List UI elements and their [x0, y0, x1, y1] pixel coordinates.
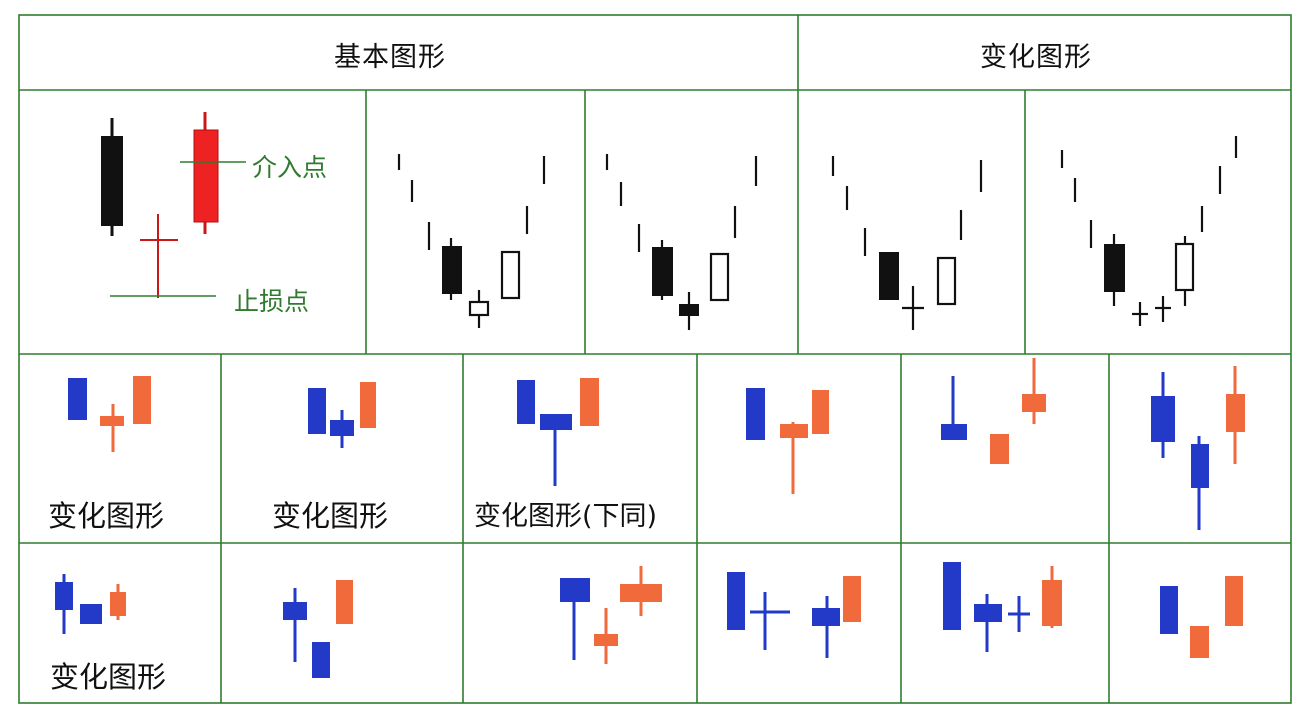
row2-pattern-1	[68, 376, 151, 452]
row3-pattern-5	[943, 562, 1062, 652]
black-candle-body	[101, 136, 123, 226]
v4-open-body	[1174, 242, 1195, 292]
table-border	[18, 14, 1292, 704]
stop-loss-label: 止损点	[234, 287, 310, 316]
row3-pattern-4	[727, 572, 861, 658]
variant-v-pattern-2	[1060, 136, 1238, 326]
v1-black-body	[442, 246, 462, 294]
row2-pattern-2	[308, 382, 376, 448]
entry-point-label: 介入点	[252, 153, 328, 182]
red-candle-body	[193, 129, 219, 223]
row3-pattern-2	[283, 580, 353, 678]
v1-open-body	[500, 250, 521, 300]
row3-pattern-6	[1160, 576, 1243, 658]
basic-v-pattern-1	[397, 154, 546, 328]
row2-pattern-4	[746, 388, 829, 494]
row2-pattern-6	[1151, 366, 1245, 530]
v2-small-black-body	[679, 304, 699, 316]
header-variant-label: 变化图形	[980, 42, 1092, 73]
row3-label-1: 变化图形	[50, 660, 167, 694]
row2-label-2: 变化图形	[272, 499, 389, 533]
row2-label-1: 变化图形	[48, 499, 165, 533]
row3-pattern-3	[560, 566, 662, 664]
v1-small-open-body	[468, 300, 490, 317]
v2-black-body	[652, 247, 673, 296]
table-grid-lines	[18, 14, 1292, 704]
v3-black-body	[879, 252, 899, 300]
row2-label-3: 变化图形(下同)	[474, 501, 658, 532]
row3-pattern-1	[55, 574, 126, 634]
v4-black-body	[1104, 244, 1125, 292]
v3-open-body	[936, 256, 957, 306]
basic-v-pattern-2	[605, 154, 758, 330]
basic-entry-stop-diagram	[101, 112, 246, 298]
row2-pattern-3	[517, 378, 599, 486]
row2-pattern-5	[941, 358, 1046, 464]
v2-open-body	[709, 252, 730, 302]
variant-v-pattern-1	[831, 156, 983, 330]
header-basic-label: 基本图形	[334, 42, 446, 73]
